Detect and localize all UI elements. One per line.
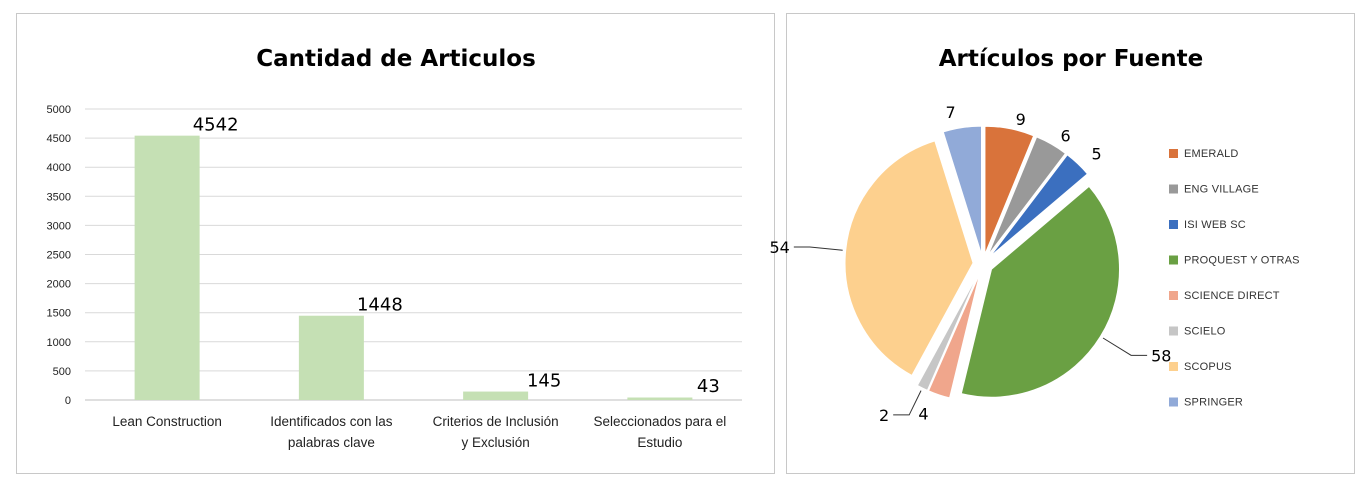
pie-data-label: 6 xyxy=(1061,127,1071,146)
bar-data-label: 43 xyxy=(697,376,720,397)
label-leader-line xyxy=(1102,337,1148,356)
legend-label: PROQUEST Y OTRAS xyxy=(1184,255,1300,267)
bar xyxy=(298,315,364,400)
legend-swatch xyxy=(1169,362,1178,371)
y-tick-label: 1500 xyxy=(47,308,71,320)
pie-data-label: 7 xyxy=(946,103,956,122)
pie-chart-panel: Artículos por Fuente 9 6 5 58 4 2 54 7 EMERALD ENG… xyxy=(769,13,1355,474)
label-leader-line xyxy=(793,246,843,251)
category-label: Identificados con las xyxy=(270,414,393,429)
legend-label: SCOPUS xyxy=(1184,361,1232,373)
y-tick-label: 0 xyxy=(65,395,71,407)
pie-slice xyxy=(989,154,1089,258)
pie-data-label: 4 xyxy=(918,405,928,424)
legend-swatch xyxy=(1169,326,1178,336)
pie-data-label: 58 xyxy=(1151,346,1171,365)
pie-data-label: 9 xyxy=(1016,110,1026,129)
category-label: Lean Construction xyxy=(112,414,222,429)
bar xyxy=(463,391,529,400)
category-label: Criterios de Inclusión xyxy=(433,414,559,429)
legend-label: EMERALD xyxy=(1184,148,1239,160)
pie-slice xyxy=(927,273,981,399)
pie-slice xyxy=(844,140,974,377)
bar-data-label: 1448 xyxy=(357,295,403,316)
legend-swatch xyxy=(1169,291,1178,300)
pie-chart: Artículos por Fuente 9 6 5 58 4 2 54 7 EMERALD ENG… xyxy=(769,46,1300,425)
category-label: palabras clave xyxy=(288,435,375,450)
bar-data-label: 145 xyxy=(527,371,561,392)
legend-label: SPRINGER xyxy=(1184,397,1243,409)
category-label: y Exclusión xyxy=(461,435,529,450)
pie-data-label: 5 xyxy=(1092,145,1102,164)
bar xyxy=(134,135,200,400)
bar xyxy=(627,397,693,400)
pie-slice xyxy=(987,136,1067,256)
legend-swatch xyxy=(1169,255,1178,265)
bar-chart-panel: Cantidad de Articulos 0 500 1000 1500 2000 250… xyxy=(16,13,775,474)
y-tick-label: 1000 xyxy=(47,337,71,349)
bar-data-label: 4542 xyxy=(193,115,239,136)
y-tick-label: 3500 xyxy=(47,191,71,203)
legend-label: SCIELO xyxy=(1184,326,1226,338)
legend-swatch xyxy=(1169,220,1178,229)
pie-slice xyxy=(942,125,982,255)
chart-title: Artículos por Fuente xyxy=(939,46,1204,72)
legend-label: ISI WEB SC xyxy=(1184,219,1246,231)
pie-data-label: 54 xyxy=(769,238,789,257)
legend-label: SCIENCE DIRECT xyxy=(1184,290,1280,302)
category-label: Estudio xyxy=(637,435,682,450)
legend-swatch xyxy=(1169,397,1178,407)
y-tick-label: 500 xyxy=(53,366,71,378)
y-tick-label: 2500 xyxy=(47,250,71,262)
legend-swatch xyxy=(1169,184,1178,194)
pie-data-label: 2 xyxy=(879,406,889,425)
y-tick-label: 4000 xyxy=(47,162,71,174)
y-tick-label: 3000 xyxy=(47,220,71,232)
bar-chart: Cantidad de Articulos 0 500 1000 1500 2000 250… xyxy=(47,46,742,450)
pie-slice xyxy=(960,185,1120,398)
y-tick-label: 4500 xyxy=(47,133,71,145)
label-leader-line xyxy=(893,390,922,416)
pie-slice xyxy=(916,272,980,391)
category-label: Seleccionados para el xyxy=(593,414,726,429)
legend-label: ENG VILLAGE xyxy=(1184,184,1259,196)
chart-title: Cantidad de Articulos xyxy=(256,46,536,72)
y-tick-label: 5000 xyxy=(47,104,71,116)
legend-swatch xyxy=(1169,149,1178,158)
pie-slice xyxy=(984,125,1035,255)
y-tick-label: 2000 xyxy=(47,279,71,291)
